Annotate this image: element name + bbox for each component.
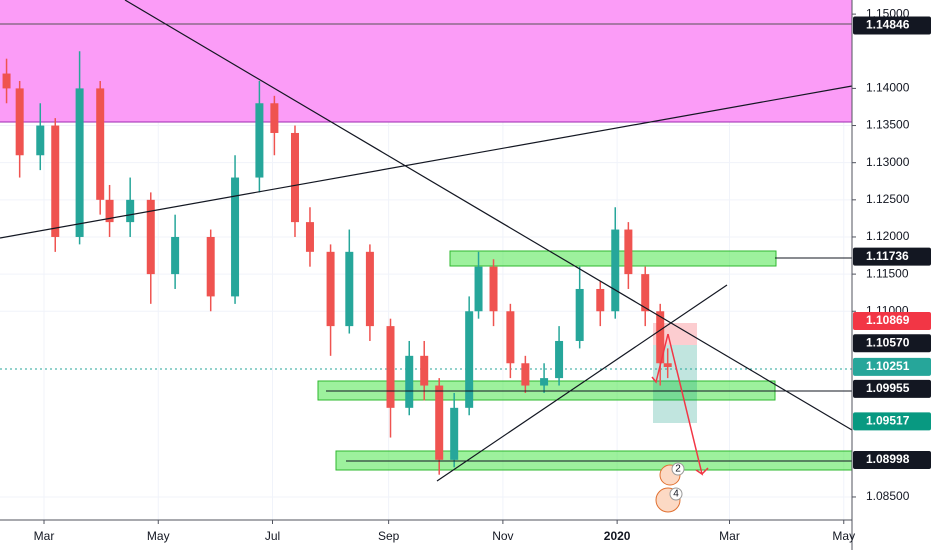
candle-body	[489, 266, 498, 312]
price-label: 1.14846	[866, 18, 910, 32]
candle-body	[405, 355, 414, 408]
candle-body	[365, 251, 374, 327]
candle-body	[231, 177, 240, 297]
y-tick-label: 1.11500	[866, 266, 909, 280]
x-tick-label: Nov	[492, 529, 513, 543]
price-label: 1.09517	[866, 414, 910, 428]
y-tick-label: 1.12500	[866, 192, 910, 206]
price-label-box	[853, 16, 931, 35]
candle-body	[305, 222, 314, 252]
y-tick-label: 1.13000	[866, 155, 910, 169]
trend-line	[0, 85, 853, 239]
candle-body	[386, 326, 395, 408]
trend-line	[436, 284, 728, 482]
y-tick-label: 1.14000	[866, 81, 910, 95]
y-tick-label: 1.08500	[866, 489, 910, 503]
arrow-head	[701, 467, 709, 475]
candle-body	[345, 251, 354, 327]
axes: 1.150001.140001.135001.130001.125001.120…	[34, 6, 931, 543]
candle-body	[75, 88, 84, 237]
candle-body	[663, 363, 672, 367]
x-tick-label: Mar	[719, 529, 740, 543]
candle-body	[521, 363, 530, 386]
y-tick-label: 1.13500	[866, 118, 910, 132]
price-label: 1.10570	[866, 335, 910, 349]
price-label-box	[853, 247, 931, 266]
event-badge	[671, 462, 685, 476]
event-badge	[669, 487, 683, 501]
candle-body	[270, 103, 279, 133]
candle-body	[36, 125, 45, 156]
price-label-box	[853, 357, 931, 376]
candle-body	[596, 288, 605, 312]
price-label: 1.10251	[866, 359, 910, 373]
candle-body	[641, 274, 650, 312]
candle-body	[420, 355, 429, 386]
candle-body	[611, 229, 620, 312]
candle-body	[96, 88, 105, 200]
candle-body	[575, 288, 584, 341]
candle-body	[126, 199, 135, 223]
candles	[2, 51, 672, 475]
time-axis	[0, 520, 852, 550]
price-label-box	[853, 450, 931, 469]
candle-body	[624, 229, 633, 275]
candle-body	[105, 199, 114, 223]
candle-body	[450, 407, 459, 460]
candle-body	[146, 199, 155, 275]
x-tick-label: May	[832, 529, 855, 543]
price-label: 1.11736	[866, 249, 909, 263]
candle-body	[465, 311, 474, 408]
y-tick-label: 1.12000	[866, 229, 910, 243]
trend-line	[124, 0, 853, 431]
candle-body	[51, 125, 60, 237]
price-label: 1.09955	[866, 381, 910, 395]
event-count: 2	[675, 464, 681, 475]
x-tick-label: 2020	[604, 529, 631, 543]
price-label: 1.10869	[866, 313, 910, 327]
price-label: 1.08998	[866, 452, 910, 466]
price-label-box	[853, 412, 931, 431]
arrow	[651, 333, 669, 384]
x-tick-label: Mar	[34, 529, 55, 543]
candle-body	[15, 88, 24, 156]
candle-body	[656, 311, 665, 364]
price-label-box	[853, 311, 931, 330]
x-tick-label: Jul	[265, 529, 280, 543]
candle-body	[435, 385, 444, 460]
x-tick-label: Sep	[378, 529, 400, 543]
price-label-box	[853, 334, 931, 353]
candle-body	[171, 236, 180, 275]
event-count: 4	[673, 489, 679, 500]
candle-body	[255, 103, 264, 178]
price-label-box	[853, 379, 931, 398]
x-tick-label: May	[147, 529, 170, 543]
candle-body	[326, 251, 335, 327]
candle-body	[290, 132, 299, 223]
candle-body	[2, 73, 11, 89]
candle-body	[474, 266, 483, 312]
candle-body	[555, 340, 564, 379]
candle-body	[540, 378, 549, 386]
candle-body	[206, 236, 215, 297]
candle-body	[506, 311, 515, 364]
resistance-zone	[0, 0, 852, 122]
